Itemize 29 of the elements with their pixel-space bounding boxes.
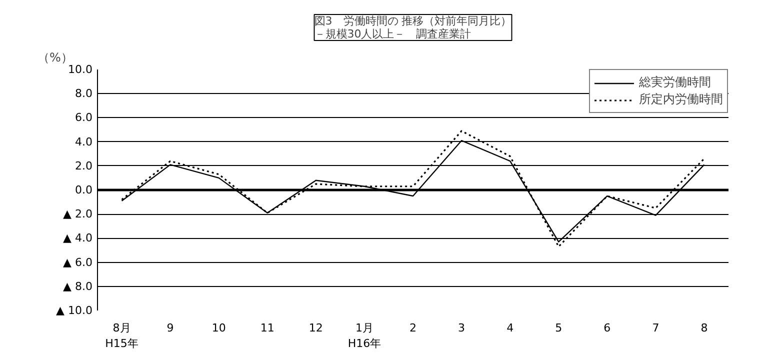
y-tick-label: ▲ 6.0 [63,256,93,269]
x-tick-label: 1月 H16年 [348,322,382,350]
y-tick-label: 2.0 [75,159,93,172]
chart-subtitle: －規模30人以上－ 調査産業計 [314,28,472,40]
y-tick-label: ▲ 10.0 [56,304,93,317]
legend-label: 所定内労働時間 [639,91,723,108]
y-tick-label: 6.0 [75,111,93,124]
x-tick-label: 8月 H15年 [105,322,138,350]
y-tick-label: 8.0 [75,87,93,100]
x-tick-label: 4 [506,322,514,334]
x-tick-label: 7 [652,322,660,334]
y-tick-label: ▲ 4.0 [63,232,93,245]
x-tick-label: 9 [166,322,174,334]
y-axis-title: （%） [38,50,73,64]
x-tick-label: 12 [308,322,323,334]
y-tick-label: ▲ 8.0 [63,280,93,293]
x-tick-label: 2 [410,322,416,334]
y-tick-label: 10.0 [68,63,93,76]
y-tick-label: 0.0 [75,184,93,196]
x-tick-label: 6 [604,322,611,334]
x-tick-label: 3 [458,322,466,334]
y-tick-label: ▲ 2.0 [63,208,93,221]
chart-title: 図3 労働時間の 推移（対前年同月比） [314,14,512,28]
x-tick-label: 10 [212,322,226,334]
legend-label: 総実労働時間 [639,74,711,91]
x-tick-label: 11 [260,322,274,334]
x-tick-label: 5 [555,322,562,334]
y-tick-label: 4.0 [75,135,93,148]
x-tick-label: 8 [700,322,708,334]
